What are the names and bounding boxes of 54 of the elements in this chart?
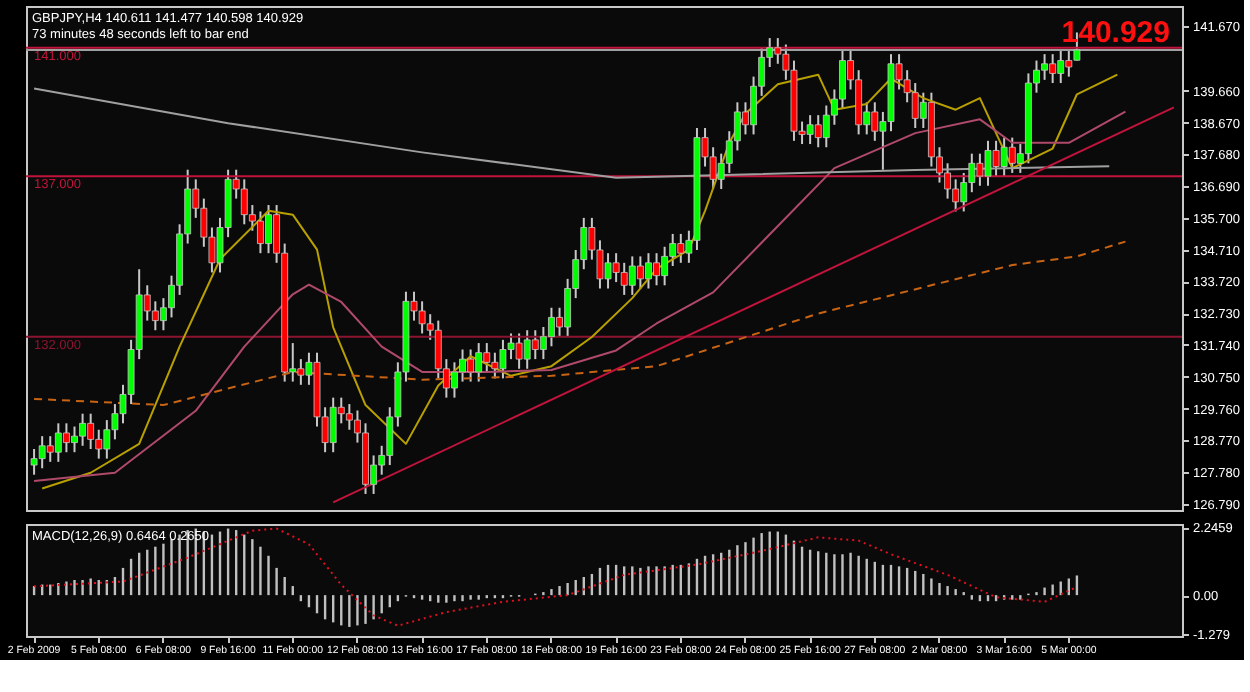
candlestick — [79, 412, 86, 447]
candlestick — [63, 422, 70, 454]
candlestick — [1065, 49, 1073, 78]
candlestick — [467, 348, 475, 383]
candlestick — [677, 232, 685, 264]
candlestick — [774, 37, 782, 65]
candlestick — [620, 261, 628, 296]
candlestick — [814, 114, 822, 149]
candlestick — [46, 435, 54, 463]
candlestick — [1008, 136, 1016, 174]
candlestick — [523, 329, 531, 370]
candlestick — [515, 332, 523, 370]
candlestick — [451, 361, 458, 399]
line-series — [33, 527, 1078, 627]
candlestick — [531, 329, 539, 361]
candlestick — [499, 338, 507, 380]
candlestick — [483, 342, 491, 373]
candlestick — [548, 306, 555, 348]
candlestick — [54, 422, 62, 463]
candlestick — [265, 204, 272, 255]
candlestick — [103, 419, 111, 460]
candlestick — [604, 252, 612, 290]
candlestick — [1000, 136, 1008, 178]
line-series — [33, 87, 1111, 179]
candlestick — [839, 49, 846, 110]
candlestick — [475, 342, 483, 383]
candlestick — [1049, 53, 1057, 85]
candlestick — [38, 435, 46, 470]
candlestick — [653, 252, 660, 287]
candlestick — [645, 252, 652, 290]
candlestick — [992, 139, 1000, 178]
candlestick — [636, 255, 644, 290]
candlestick — [984, 139, 992, 187]
candlestick — [240, 178, 248, 226]
candlestick — [1057, 49, 1065, 85]
candlestick — [960, 171, 968, 213]
candlestick — [628, 255, 636, 296]
candlestick — [491, 351, 499, 380]
candlestick — [418, 300, 426, 335]
candlestick — [257, 210, 264, 255]
annotation: 140.929 — [1061, 16, 1170, 50]
candlestick — [151, 300, 159, 332]
candlestick — [911, 82, 919, 129]
candlestick — [329, 396, 337, 454]
candlestick — [871, 101, 879, 142]
line-series — [33, 240, 1127, 407]
candlestick — [87, 412, 95, 451]
candlestick — [944, 162, 951, 200]
candlestick — [459, 348, 466, 383]
candlestick — [71, 425, 78, 454]
candlestick — [806, 114, 814, 146]
candlestick — [976, 152, 984, 187]
candlestick — [661, 245, 669, 287]
candlestick — [1041, 53, 1048, 81]
